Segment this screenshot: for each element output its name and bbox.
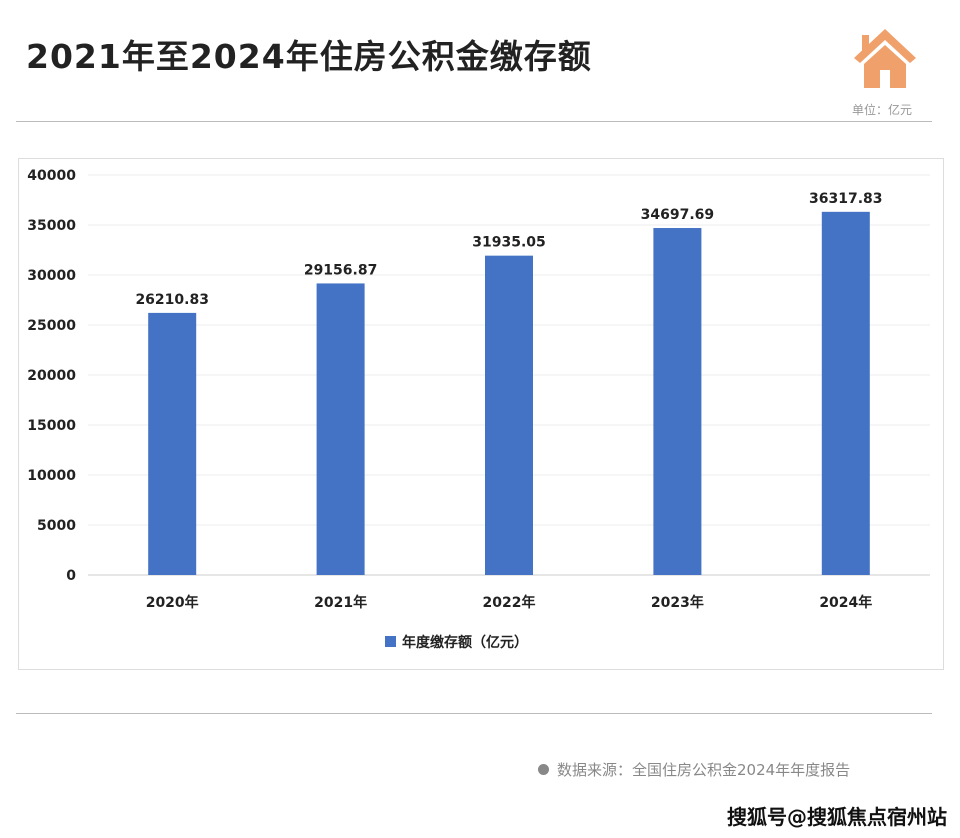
bar (485, 255, 533, 575)
unit-label: 单位：亿元 (852, 103, 913, 117)
legend-label: 年度缴存额（亿元） (402, 634, 528, 651)
legend-swatch (385, 636, 396, 647)
y-tick-label: 5000 (37, 518, 76, 534)
data-label: 36317.83 (809, 191, 883, 207)
x-tick-label: 2022年 (483, 594, 536, 611)
bar (316, 283, 365, 575)
x-tick-label: 2023年 (651, 594, 704, 611)
x-tick-label: 2024年 (819, 594, 872, 611)
x-tick-label: 2021年 (314, 594, 367, 611)
y-tick-label: 10000 (27, 468, 76, 484)
source-text: 数据来源：全国住房公积金2024年年度报告 (557, 761, 851, 779)
y-tick-label: 35000 (27, 218, 76, 234)
divider (16, 713, 932, 714)
house-icon (854, 29, 916, 88)
source-note: 数据来源：全国住房公积金2024年年度报告 (538, 759, 850, 780)
data-label: 31935.05 (472, 235, 546, 251)
bar (148, 312, 197, 575)
y-tick-label: 0 (66, 568, 76, 584)
bar (821, 211, 870, 575)
data-label: 34697.69 (641, 207, 715, 223)
y-tick-label: 15000 (27, 418, 76, 434)
bullet-icon (538, 764, 549, 775)
bar (653, 228, 702, 575)
y-tick-label: 25000 (27, 318, 76, 334)
y-tick-label: 30000 (27, 268, 76, 284)
divider (16, 121, 932, 122)
bar-chart: 0 5000 10000 15000 20000 25000 30000 35000 40000… (27, 168, 930, 651)
data-label: 26210.83 (135, 292, 209, 308)
y-tick-label: 40000 (27, 168, 76, 184)
y-tick-label: 20000 (27, 368, 76, 384)
data-label: 29156.87 (304, 262, 378, 278)
page-title: 2021年至2024年住房公积金缴存额 (26, 37, 592, 76)
x-tick-label: 2020年 (146, 594, 199, 611)
watermark: 搜狐号@搜狐焦点宿州站 (727, 805, 947, 829)
